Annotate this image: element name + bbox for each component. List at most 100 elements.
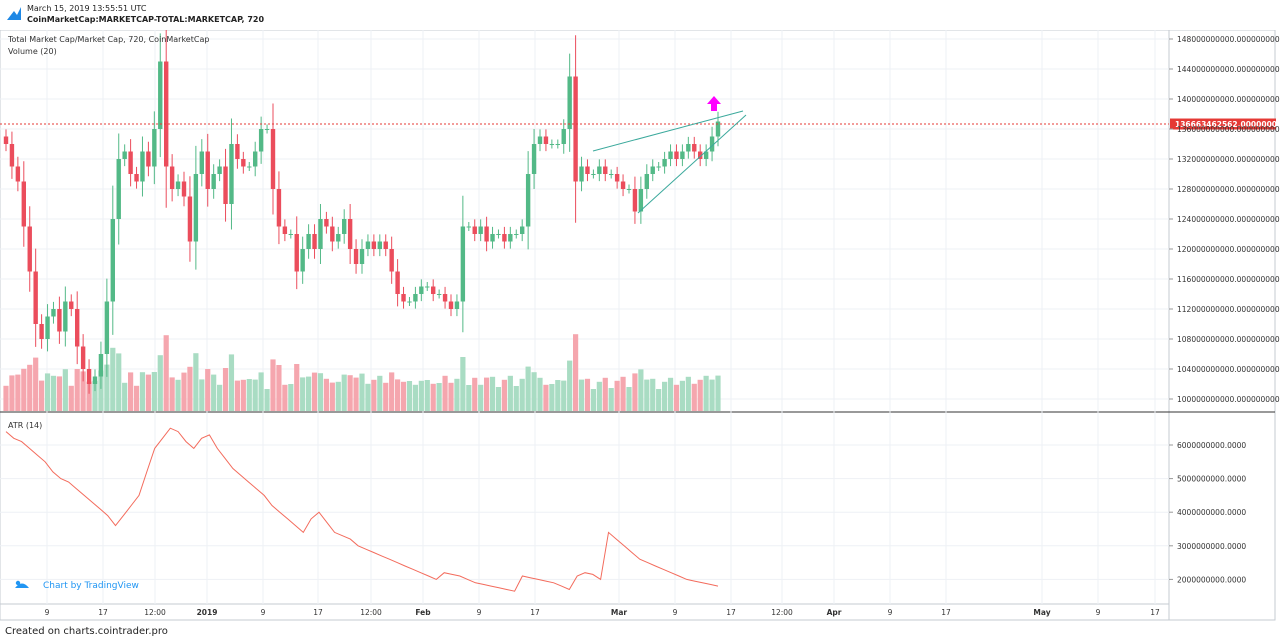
time-tick-label: 17 bbox=[1150, 608, 1160, 617]
candle-body bbox=[63, 301, 68, 332]
time-tick-label: 17 bbox=[313, 608, 323, 617]
candle-body bbox=[39, 324, 44, 339]
logo-icon bbox=[7, 7, 21, 20]
volume-bar bbox=[620, 376, 626, 411]
volume-bar bbox=[145, 374, 151, 411]
candle-body bbox=[543, 136, 549, 144]
volume-bar bbox=[590, 389, 596, 411]
candle-body bbox=[27, 226, 32, 272]
volume-bar bbox=[525, 366, 531, 411]
atr-tick-label: 3000000000.0000 bbox=[1177, 542, 1246, 551]
volume-bar bbox=[50, 375, 57, 411]
price-tick-label: 124000000000.0000000000 bbox=[1177, 215, 1280, 224]
tradingview-watermark[interactable]: Chart by TradingView bbox=[15, 580, 139, 591]
volume-bar bbox=[561, 380, 567, 411]
wedge-lower-trendline[interactable] bbox=[637, 114, 747, 214]
candle-body bbox=[525, 174, 531, 227]
volume-bar bbox=[33, 357, 39, 411]
volume-bar bbox=[258, 372, 264, 411]
candle-body bbox=[579, 166, 584, 182]
volume-bar bbox=[602, 377, 608, 411]
time-tick-label: 17 bbox=[98, 608, 108, 617]
volume-bar bbox=[584, 378, 591, 411]
volume-bar bbox=[163, 335, 169, 411]
wedge-upper-trendline[interactable] bbox=[592, 110, 744, 152]
candle-body bbox=[715, 121, 721, 137]
candle-body bbox=[45, 316, 50, 339]
candle-body bbox=[609, 174, 614, 175]
time-tick-label: May bbox=[1033, 608, 1050, 617]
volume-bar bbox=[68, 385, 74, 411]
candle-body bbox=[460, 226, 466, 302]
volume-bar bbox=[169, 377, 175, 411]
time-tick-label: 12:00 bbox=[360, 608, 382, 617]
candle-body bbox=[223, 166, 228, 204]
time-tick-label: 9 bbox=[45, 608, 50, 617]
candle-body bbox=[134, 174, 139, 182]
candle-body bbox=[164, 61, 169, 167]
volume-bar bbox=[175, 379, 181, 411]
volume-bar bbox=[501, 379, 507, 411]
price-tick-label: 100000000000.0000000000 bbox=[1177, 395, 1280, 404]
volume-bar bbox=[329, 382, 335, 411]
last-price-badge: 136663462562.0000000000 bbox=[1170, 118, 1280, 130]
candle-body bbox=[614, 174, 620, 182]
candle-body bbox=[371, 241, 377, 249]
volume-bar bbox=[157, 355, 163, 411]
volume-bar bbox=[567, 360, 573, 411]
volume-bars bbox=[3, 334, 721, 411]
candle-body bbox=[478, 226, 483, 234]
candle-body bbox=[419, 286, 424, 294]
volume-bar bbox=[3, 385, 9, 411]
volume-bar bbox=[116, 353, 122, 411]
candle-body bbox=[703, 151, 709, 159]
volume-bar bbox=[703, 375, 709, 411]
volume-bar bbox=[406, 381, 413, 411]
snapshot-date: March 15, 2019 13:55:51 UTC bbox=[27, 4, 147, 13]
candle-body bbox=[342, 219, 347, 234]
time-tick-label: 9 bbox=[477, 608, 482, 617]
candle-body bbox=[561, 129, 566, 144]
candle-body bbox=[585, 166, 590, 174]
atr-indicator-label: ATR (14) bbox=[8, 421, 42, 430]
candle-body bbox=[21, 181, 26, 227]
volume-bar bbox=[133, 385, 140, 411]
volume-bar bbox=[383, 382, 389, 411]
candle-body bbox=[69, 301, 74, 309]
volume-bar bbox=[347, 375, 353, 411]
volume-bar bbox=[300, 377, 306, 411]
volume-bar bbox=[288, 384, 294, 411]
volume-bar bbox=[472, 377, 478, 411]
price-tick-label: 132000000000.0000000000 bbox=[1177, 155, 1280, 164]
volume-bar bbox=[709, 379, 715, 411]
candle-body bbox=[692, 144, 697, 152]
volume-bar bbox=[389, 372, 395, 411]
candle-body bbox=[324, 219, 329, 227]
volume-bar bbox=[460, 357, 466, 411]
volume-bar bbox=[531, 372, 537, 411]
price-axis[interactable]: 148000000000.0000000000 144000000000.0000… bbox=[1169, 35, 1280, 404]
atr-axis[interactable]: 6000000000.0000 5000000000.0000 4000000000… bbox=[1169, 441, 1246, 584]
candle-body bbox=[709, 136, 715, 152]
time-axis[interactable]: 9 17 12:00 2019 9 17 12:00 Feb 9 17 Mar 9 17 12:00 Apr… bbox=[45, 608, 1160, 617]
candle-body bbox=[431, 286, 436, 294]
candle-body bbox=[152, 129, 157, 167]
candle-body bbox=[686, 144, 691, 152]
candle-body bbox=[336, 234, 341, 242]
candle-body bbox=[549, 144, 555, 145]
volume-bar bbox=[495, 387, 502, 411]
candle-body bbox=[294, 234, 299, 272]
candle-body bbox=[140, 151, 145, 182]
volume-bar bbox=[400, 381, 407, 411]
volume-bar bbox=[62, 369, 68, 411]
time-tick-label: 17 bbox=[941, 608, 951, 617]
candle-body bbox=[86, 369, 92, 384]
chart-canvas[interactable]: 136663462562.0000000000 148000000000.000… bbox=[0, 30, 1280, 624]
volume-bar bbox=[199, 379, 205, 411]
chart-title: Total Market Cap/Market Cap, 720, CoinMa… bbox=[7, 35, 209, 44]
candle-body bbox=[496, 234, 501, 235]
volume-bar bbox=[513, 386, 519, 411]
candle-body bbox=[442, 294, 448, 302]
symbol-label: CoinMarketCap:MARKETCAP-TOTAL:MARKETCAP,… bbox=[27, 15, 265, 24]
volume-bar bbox=[74, 369, 80, 411]
